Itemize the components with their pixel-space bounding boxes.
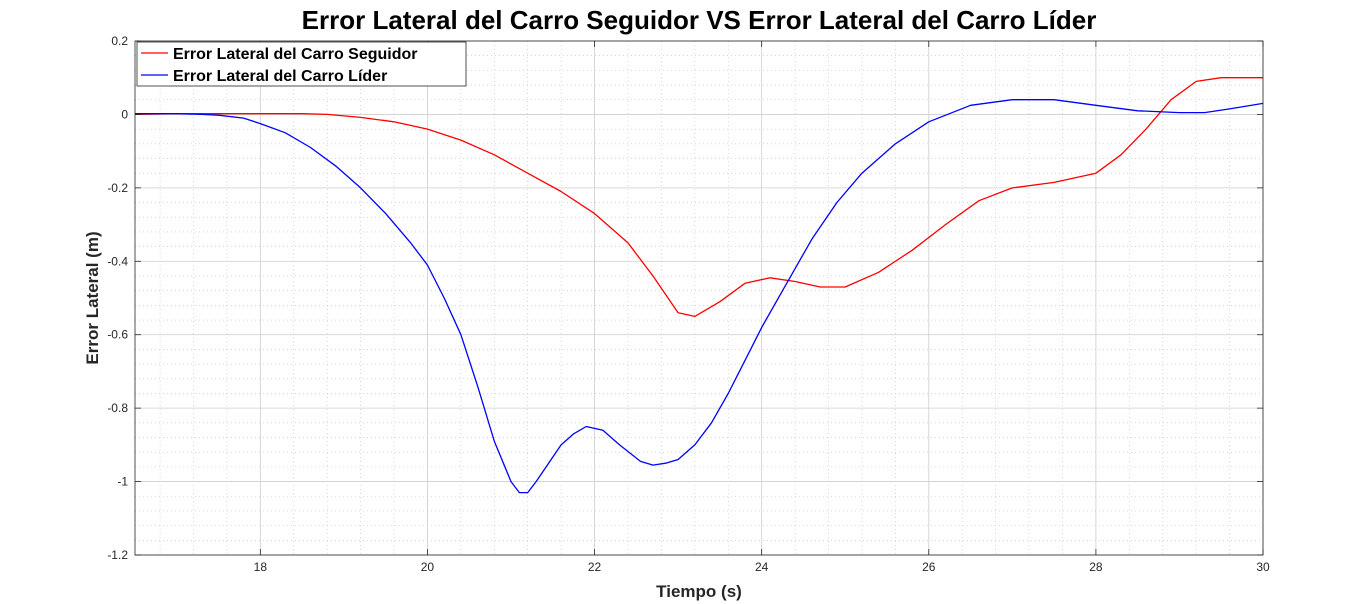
axes-box — [134, 40, 1264, 556]
x-tick-label: 26 — [922, 560, 936, 574]
x-tick-label: 18 — [254, 560, 268, 574]
tick-labels: 18 20 22 24 26 28 30 -1.2 -1 -0.8 -0.6 -0.4 -0.2 0 0.2 — [107, 34, 1270, 574]
y-tick-label: -0.6 — [107, 328, 128, 342]
legend-label-1: Error Lateral del Carro Seguidor — [173, 46, 418, 63]
y-tick-label: -0.4 — [107, 254, 128, 268]
plot-background — [135, 41, 1263, 555]
y-tick-label: 0 — [121, 107, 128, 121]
x-tick-label: 22 — [588, 560, 602, 574]
x-tick-label: 24 — [755, 560, 769, 574]
legend-box — [136, 41, 467, 87]
chart-title: Error Lateral del Carro Seguidor VS Erro… — [302, 5, 1097, 35]
series-line-2 — [135, 99, 1264, 494]
legend: Error Lateral del Carro Seguidor Error La… — [136, 41, 467, 87]
x-tick-label: 20 — [421, 560, 435, 574]
plot-area: 18 20 22 24 26 28 30 -1.2 -1 -0.8 -0.6 -0.4 -0.2 0 0.2… — [107, 34, 1270, 574]
y-tick-label: -0.8 — [107, 401, 128, 415]
x-tick-label: 30 — [1256, 560, 1270, 574]
y-tick-label: -0.2 — [107, 181, 128, 195]
x-axis-label: Tiempo (s) — [656, 582, 742, 601]
y-tick-label: -1 — [117, 475, 128, 489]
y-tick-label: -1.2 — [107, 548, 128, 562]
y-tick-label: 0.2 — [111, 34, 128, 48]
y-axis-label: Error Lateral (m) — [83, 231, 102, 364]
x-tick-label: 28 — [1089, 560, 1103, 574]
series-line-1 — [134, 77, 1263, 318]
legend-label-2: Error Lateral del Carro Líder — [173, 68, 387, 85]
